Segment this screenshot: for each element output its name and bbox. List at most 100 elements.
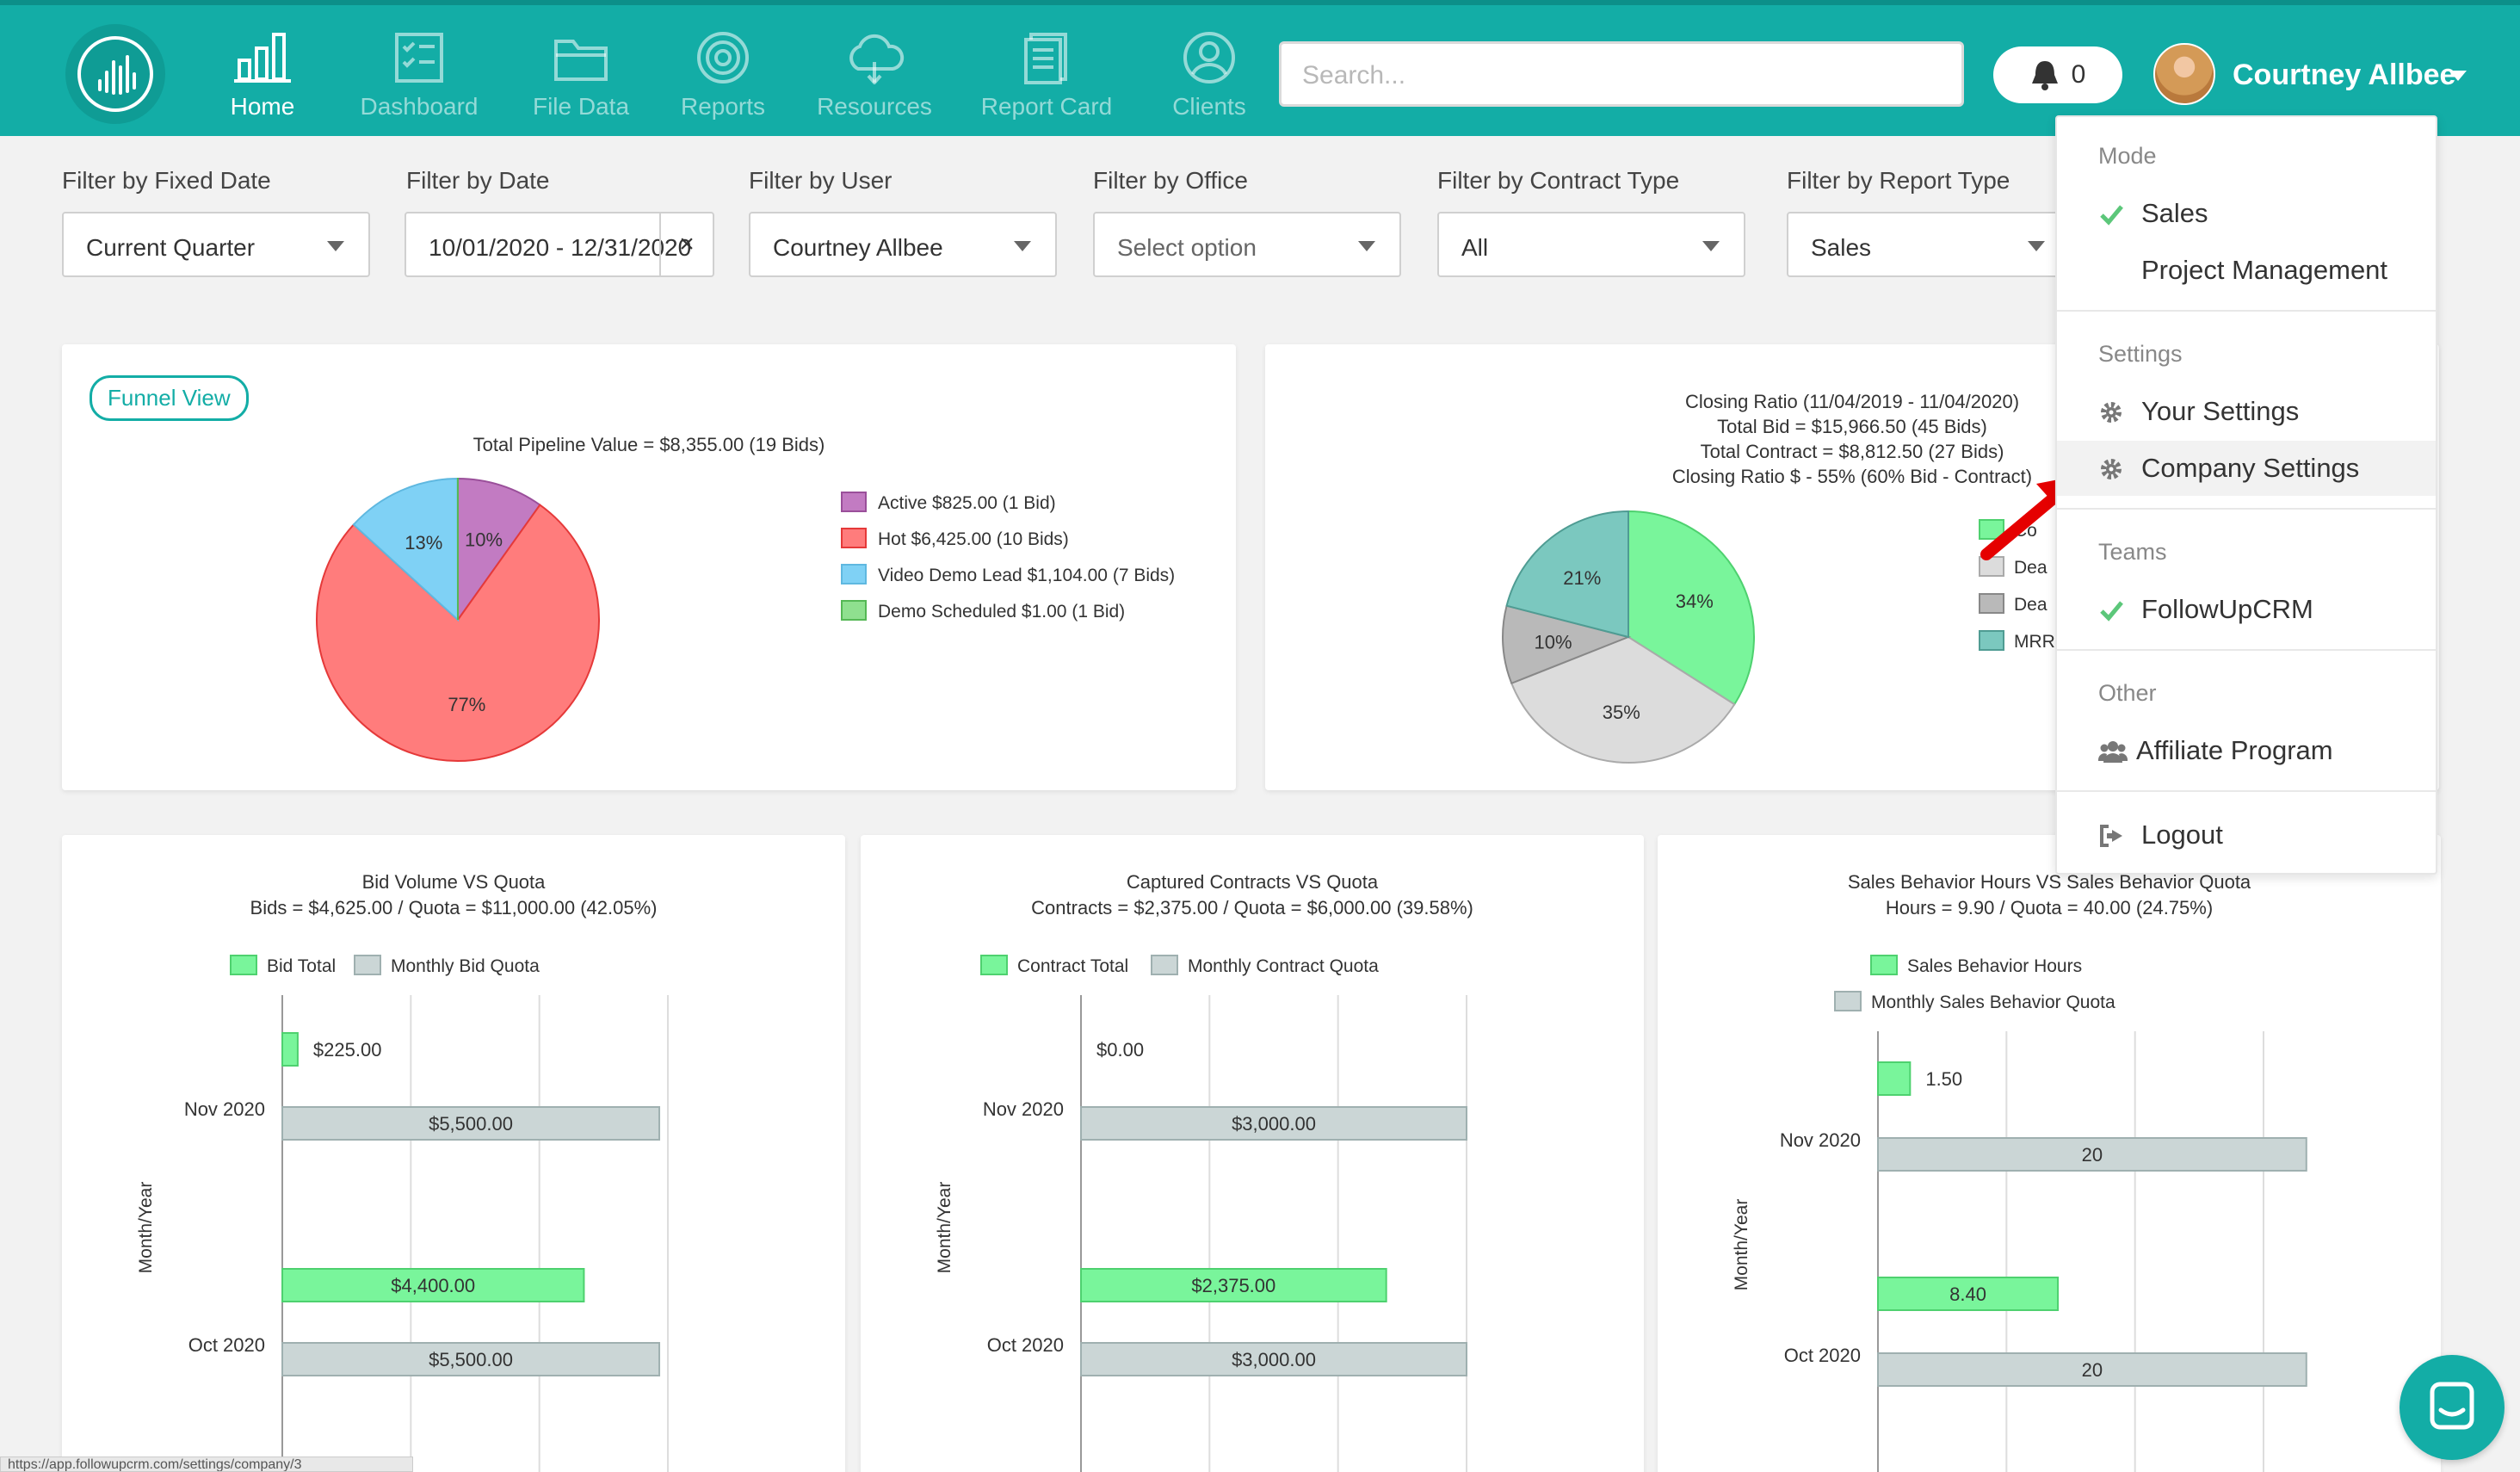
filter-fixed-date-label: Filter by Fixed Date [62,167,271,194]
mode-sales-item[interactable]: Sales [2057,186,2436,241]
legend-swatch [1151,955,1178,975]
menu-divider [2057,649,2436,651]
avatar[interactable] [2153,43,2215,105]
app-logo[interactable] [65,24,165,124]
filter-value: Sales [1811,234,1872,261]
legend-label: Video Demo Lead $1,104.00 (7 Bids) [878,566,1175,585]
filter-contract-type-select[interactable]: All [1437,212,1745,277]
data-label: 1.50 [1925,1068,1962,1090]
filter-value: Select option [1117,234,1257,261]
filter-fixed-date-select[interactable]: Current Quarter [62,212,370,277]
company-settings-item[interactable]: Company Settings [2057,441,2436,496]
bar [281,1342,661,1376]
filter-office-label: Filter by Office [1093,167,1248,194]
bar [1877,1061,1912,1096]
menu-divider [2057,310,2436,312]
menu-item-label: Affiliate Program [2136,735,2333,765]
menu-item-label: Sales [2141,198,2208,228]
pie-slice [457,477,541,623]
legend-label: MRR [2014,632,2055,652]
funnel-view-button[interactable]: Funnel View [90,375,249,421]
filter-value: Current Quarter [86,234,256,261]
filter-user-select[interactable]: Courtney Allbee [749,212,1057,277]
menu-item-label: Your Settings [2141,396,2300,426]
top-navigation-bar: Home Dashboard File Data Reports Resourc… [0,0,2520,136]
data-label: $4,400.00 [391,1275,475,1296]
nav-resources[interactable]: Resources [814,31,935,134]
chat-launcher-button[interactable] [2400,1355,2505,1460]
bar [281,1032,299,1067]
filter-date-input[interactable]: 10/01/2020 - 12/31/2020 × [405,212,714,277]
category-label: Oct 2020 [188,1334,265,1356]
document-icon [1024,33,1067,84]
category-label: Oct 2020 [987,1334,1064,1356]
nav-home[interactable]: Home [215,31,310,134]
filter-value: Courtney Allbee [773,234,943,261]
menu-item-label: FollowUpCRM [2141,594,2313,624]
chart-title-line: Sales Behavior Hours VS Sales Behavior Q… [1848,871,2251,893]
your-settings-item[interactable]: Your Settings [2057,384,2436,439]
pie-slice [316,504,600,762]
chevron-down-icon[interactable] [2449,71,2467,81]
nav-reports[interactable]: Reports [671,31,775,134]
chart-title-line: Total Bid = $15,966.50 (45 Bids) [1717,416,1987,437]
nav-report-card[interactable]: Report Card [978,31,1115,134]
slice-label: 10% [465,529,503,550]
sales-behavior-bar-chart: Sales Behavior Hours VS Sales Behavior Q… [1732,871,2307,1472]
slice-label: 21% [1563,567,1601,589]
slice-label: 34% [1676,591,1714,612]
other-section-label: Other [2098,680,2157,706]
search-input[interactable]: Search... [1279,41,1964,107]
legend-label: Hot $6,425.00 (10 Bids) [878,529,1069,549]
sales-behavior-card: Sales Behavior Hours VS Sales Behavior Q… [1658,835,2441,1472]
user-menu-name[interactable]: Courtney Allbee [2233,59,2456,91]
notifications-button[interactable]: 0 [1993,46,2122,103]
affiliate-program-item[interactable]: Affiliate Program [2057,723,2436,778]
bar [1080,1268,1387,1302]
logout-item[interactable]: Logout [2057,807,2436,863]
nav-dashboard[interactable]: Dashboard [355,31,484,134]
pie-slice [1505,510,1629,639]
pipeline-card: Funnel View Total Pipeline Value = $8,35… [62,344,1236,790]
data-label: 20 [2082,1144,2103,1166]
chart-title-line: Bids = $4,625.00 / Quota = $11,000.00 (4… [250,897,658,918]
bar [1877,1277,2060,1311]
mode-project-management-item[interactable]: Project Management [2057,243,2436,298]
user-dropdown-menu: Mode Sales Project Management Settings Y… [2055,115,2437,875]
clear-icon[interactable]: × [659,213,713,275]
category-label: Nov 2020 [983,1098,1064,1120]
legend-swatch [841,564,867,584]
chart-title-line: Contracts = $2,375.00 / Quota = $6,000.0… [1031,897,1473,918]
slice-label: 35% [1603,702,1640,723]
filter-value: All [1461,234,1489,261]
chat-icon [2430,1382,2474,1430]
nav-label: Clients [1172,93,1246,120]
chevron-down-icon [2028,241,2045,251]
users-icon [2098,741,2128,763]
legend-label: Dea [2014,595,2048,615]
gear-icon [2101,459,2122,479]
legend-swatch [1979,593,2004,614]
team-followupcrm-item[interactable]: FollowUpCRM [2057,582,2436,637]
data-label: $2,375.00 [1191,1275,1275,1296]
bar [281,1106,661,1141]
nav-label: Resources [817,93,932,120]
legend-label: Dea [2014,558,2048,578]
filter-office-select[interactable]: Select option [1093,212,1401,277]
pie-slice [352,477,460,622]
category-label: Nov 2020 [1780,1129,1861,1151]
chevron-down-icon [1702,241,1720,251]
logout-icon [2100,825,2122,847]
filter-report-type-select[interactable]: Sales [1787,212,2071,277]
legend-swatch [1870,955,1898,975]
mode-section-label: Mode [2098,143,2157,169]
bell-icon [2031,61,2058,90]
legend-label: Sales Behavior Hours [1907,956,2082,976]
nav-file-data[interactable]: File Data [525,31,637,134]
chevron-down-icon [1358,241,1375,251]
data-label: $0.00 [1096,1039,1144,1061]
nav-clients[interactable]: Clients [1164,31,1255,134]
legend-label: Monthly Bid Quota [391,956,540,976]
teams-section-label: Teams [2098,539,2167,565]
y-axis-label: Month/Year [935,1182,954,1274]
